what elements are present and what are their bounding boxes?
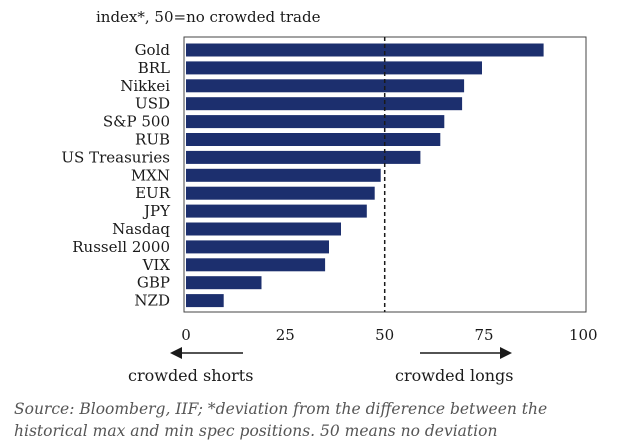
bars-group [186,43,544,308]
category-label: Gold [135,41,171,59]
crowded-shorts-label: crowded shorts [128,366,253,385]
chart: index*, 50=no crowded trade GoldBRLNikke… [61,8,597,385]
bar-us-treasuries [186,150,421,164]
crowded-shorts-annotation: crowded shorts [128,347,253,385]
crowded-longs-annotation: crowded longs [395,347,513,385]
source-line-1: Source: Bloomberg, IIF; *deviation from … [14,400,548,418]
bar-gbp [186,276,262,290]
bar-s-p-500 [186,115,445,129]
x-tick-label: 50 [375,326,394,344]
bar-nikkei [186,79,465,93]
category-label: GBP [137,274,170,292]
bar-russell-2000 [186,240,329,254]
source-line-2: historical max and min spec positions. 5… [14,422,498,440]
category-label: RUB [135,131,170,149]
source-note: Source: Bloomberg, IIF; *deviation from … [14,398,634,442]
category-label: USD [135,95,170,113]
category-label: BRL [138,59,170,77]
chart-subtitle: index*, 50=no crowded trade [96,8,321,26]
bar-gold [186,43,544,57]
bar-jpy [186,204,367,218]
bar-vix [186,258,326,272]
category-label: NZD [134,292,170,310]
x-tick-label: 25 [276,326,295,344]
category-label: Nasdaq [112,220,170,238]
crowded-longs-label: crowded longs [395,366,513,385]
category-label: Nikkei [120,77,170,95]
category-label: JPY [142,202,171,220]
category-label: MXN [131,166,170,184]
bar-nasdaq [186,222,341,236]
bar-nzd [186,294,224,308]
category-label: EUR [135,184,171,202]
category-label: VIX [142,256,171,274]
right-arrow-head [500,347,512,359]
bar-brl [186,61,482,75]
bar-usd [186,97,463,111]
x-tick-label: 75 [474,326,493,344]
left-arrow-head [170,347,182,359]
x-tick-label: 100 [569,326,598,344]
category-label: S&P 500 [103,113,170,131]
bar-eur [186,186,375,200]
bar-rub [186,133,441,146]
x-axis-ticks: 0 25 50 75 100 [181,326,597,344]
x-tick-label: 0 [181,326,191,344]
category-label: Russell 2000 [72,238,170,256]
bar-mxn [186,168,381,182]
category-label: US Treasuries [61,148,170,166]
